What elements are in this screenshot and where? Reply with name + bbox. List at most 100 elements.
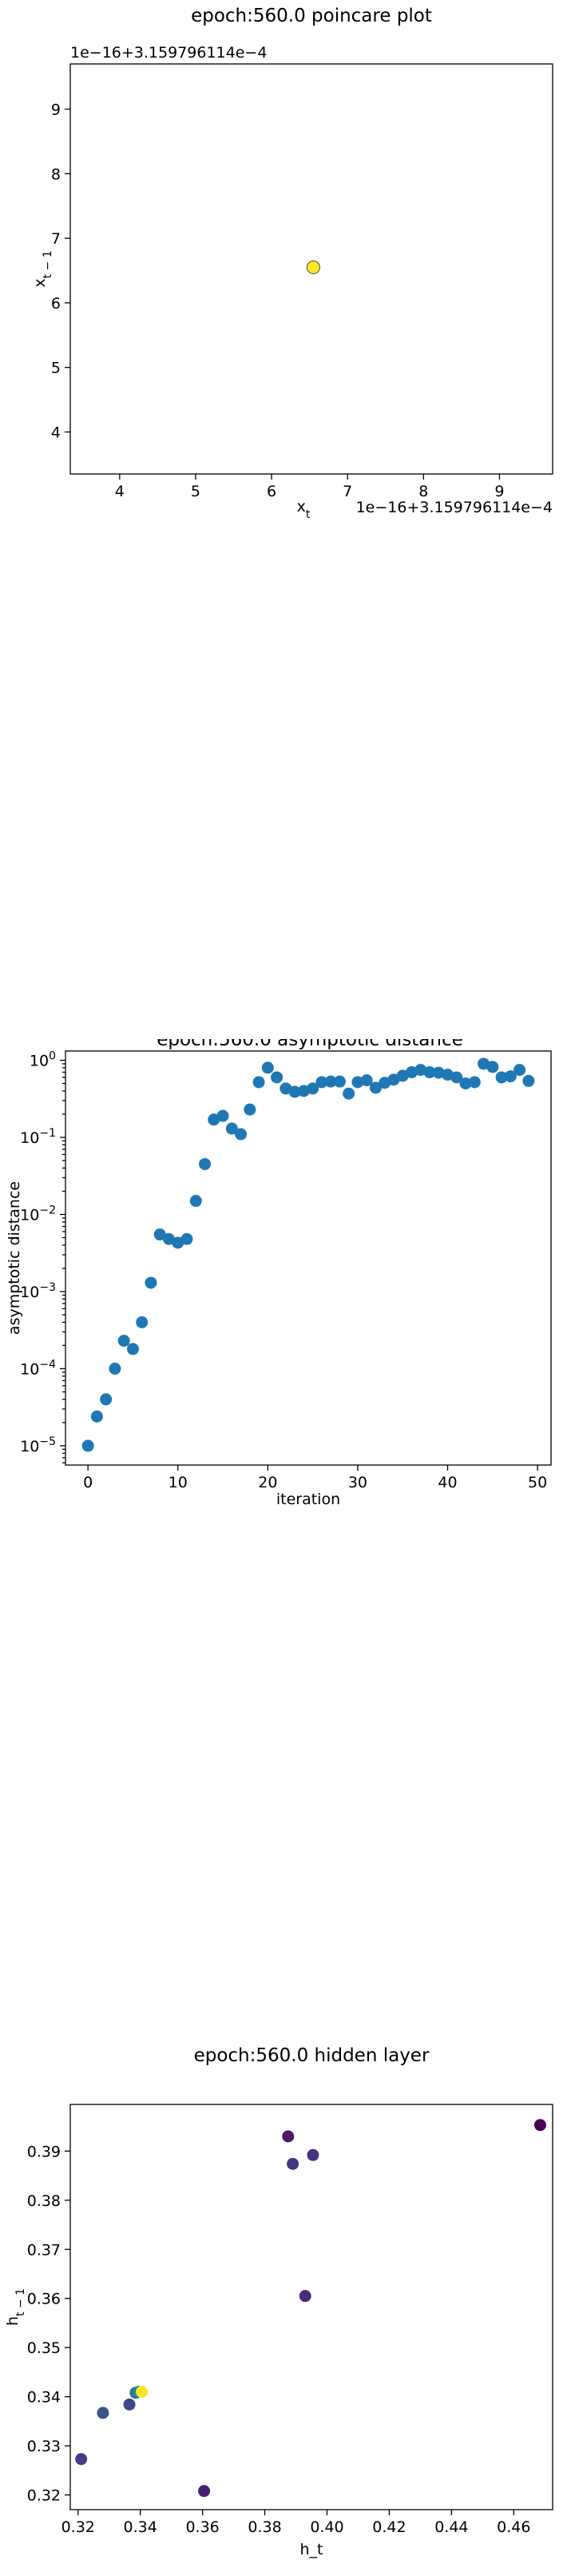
- x-tick-label: 20: [258, 1474, 277, 1491]
- data-point: [81, 1439, 94, 1452]
- data-point: [423, 1066, 436, 1079]
- data-point: [282, 2130, 295, 2143]
- data-point: [109, 1362, 121, 1375]
- x-axis-label: xt: [297, 498, 311, 521]
- data-point: [189, 1195, 202, 1208]
- x-offset-text: 1e−16+3.159796114e−4: [356, 499, 553, 516]
- y-axis-label: xt − 1: [31, 250, 54, 287]
- x-tick-label: 0.42: [372, 2518, 406, 2536]
- data-point: [387, 1073, 400, 1086]
- y-tick-label: 0.36: [27, 2291, 61, 2308]
- data-point: [414, 1064, 427, 1077]
- data-point: [450, 1071, 463, 1084]
- data-point: [117, 1335, 130, 1348]
- poincare-plot: epoch:560.0 poincare plot 1e−16+3.1597961…: [31, 6, 553, 521]
- data-point: [90, 1410, 103, 1423]
- data-point: [280, 1082, 292, 1095]
- data-point: [324, 1075, 337, 1088]
- data-point: [180, 1232, 193, 1245]
- x-tick-label: 7: [343, 483, 352, 500]
- plot-frame: [69, 63, 553, 475]
- y-tick-label: 6: [51, 295, 61, 313]
- x-tick-label: 0.46: [497, 2518, 530, 2536]
- data-point: [405, 1066, 418, 1079]
- x-tick-label: 0.40: [310, 2518, 343, 2536]
- data-point: [333, 1075, 346, 1088]
- data-point: [459, 1077, 472, 1090]
- x-axis-label: iteration: [276, 1491, 340, 1508]
- chart-title: epoch:560.0 poincare plot: [191, 6, 432, 26]
- y-tick-label: 5: [51, 360, 61, 377]
- y-tick-label: 0.35: [27, 2339, 61, 2357]
- data-point: [287, 2157, 299, 2170]
- data-point: [307, 1082, 319, 1095]
- data-point: [145, 1276, 157, 1289]
- x-tick-label: 0.36: [185, 2518, 219, 2536]
- data-point: [198, 2485, 211, 2498]
- y-offset-text: 1e−16+3.159796114e−4: [70, 44, 267, 62]
- chart-title: epoch:560.0 hidden layer: [194, 2045, 430, 2066]
- hidden-layer-plot: epoch:560.0 hidden layer 0.32 0.34 0.36 0.38…: [4, 2045, 553, 2558]
- y-tick-label: 0.34: [27, 2389, 61, 2407]
- x-tick-label: 0.34: [124, 2518, 157, 2536]
- y-tick-label: 7: [51, 230, 61, 248]
- data-point: [208, 1113, 220, 1126]
- x-tick-label: 4: [115, 483, 125, 500]
- chart-title: epoch:560.0 asymptotic distance: [157, 1039, 463, 1050]
- data-point: [153, 1228, 166, 1241]
- x-axis-label: h_t: [300, 2541, 323, 2558]
- x-tick-label: 0.32: [61, 2518, 95, 2536]
- data-point: [123, 2398, 136, 2411]
- x-tick-label: 10: [169, 1474, 188, 1491]
- x-tick-label: 0.38: [248, 2518, 281, 2536]
- y-tick-label: 0.37: [27, 2241, 61, 2259]
- data-point: [468, 1076, 481, 1089]
- data-point: [126, 1343, 139, 1356]
- data-point: [495, 1071, 508, 1084]
- data-point: [522, 1074, 535, 1087]
- x-tick-label: 8: [418, 483, 428, 500]
- y-tick-label: 10−1: [20, 1127, 56, 1147]
- data-point: [533, 2119, 546, 2132]
- data-point: [216, 1109, 229, 1122]
- data-point: [225, 1122, 238, 1135]
- x-tick-label: 6: [267, 483, 276, 500]
- data-point: [199, 1157, 212, 1170]
- data-point: [432, 1066, 445, 1079]
- y-tick-label: 0.32: [27, 2487, 61, 2505]
- data-point: [100, 1393, 113, 1406]
- data-point: [396, 1069, 409, 1082]
- data-point: [307, 2148, 319, 2161]
- data-point: [252, 1076, 265, 1089]
- data-point: [379, 1077, 391, 1089]
- x-tick-label: 5: [191, 483, 200, 500]
- y-tick-label: 10−3: [20, 1281, 56, 1301]
- y-axis-label: ht − 1: [4, 2288, 27, 2326]
- x-tick-label: 0.44: [434, 2518, 468, 2536]
- y-tick-label: 8: [51, 165, 61, 183]
- data-point: [343, 1087, 355, 1100]
- asymptotic-distance-plot: epoch:560.0 asymptotic distance 0 10 20 30 40…: [6, 1039, 552, 1508]
- data-point: [75, 2453, 88, 2466]
- data-point: [514, 1064, 526, 1077]
- x-tick-label: 40: [438, 1474, 457, 1491]
- x-tick-label: 30: [348, 1474, 367, 1491]
- data-point: [261, 1061, 274, 1074]
- x-tick-label: 9: [494, 483, 504, 500]
- data-point: [369, 1081, 382, 1094]
- data-point: [136, 2386, 149, 2399]
- x-tick-label: 50: [528, 1474, 547, 1491]
- plot-frame: [65, 1050, 552, 1466]
- data-point: [97, 2407, 109, 2419]
- y-tick-label: 10−2: [20, 1204, 56, 1224]
- data-point: [486, 1061, 499, 1073]
- plot-frame: [69, 2104, 553, 2510]
- y-tick-label: 10−5: [20, 1435, 56, 1455]
- data-point: [136, 1316, 149, 1328]
- data-point: [172, 1236, 184, 1249]
- data-point: [315, 1076, 328, 1089]
- y-tick-label: 0.39: [27, 2143, 61, 2160]
- data-point: [299, 2290, 311, 2303]
- data-point: [271, 1071, 284, 1084]
- data-point: [297, 1085, 310, 1097]
